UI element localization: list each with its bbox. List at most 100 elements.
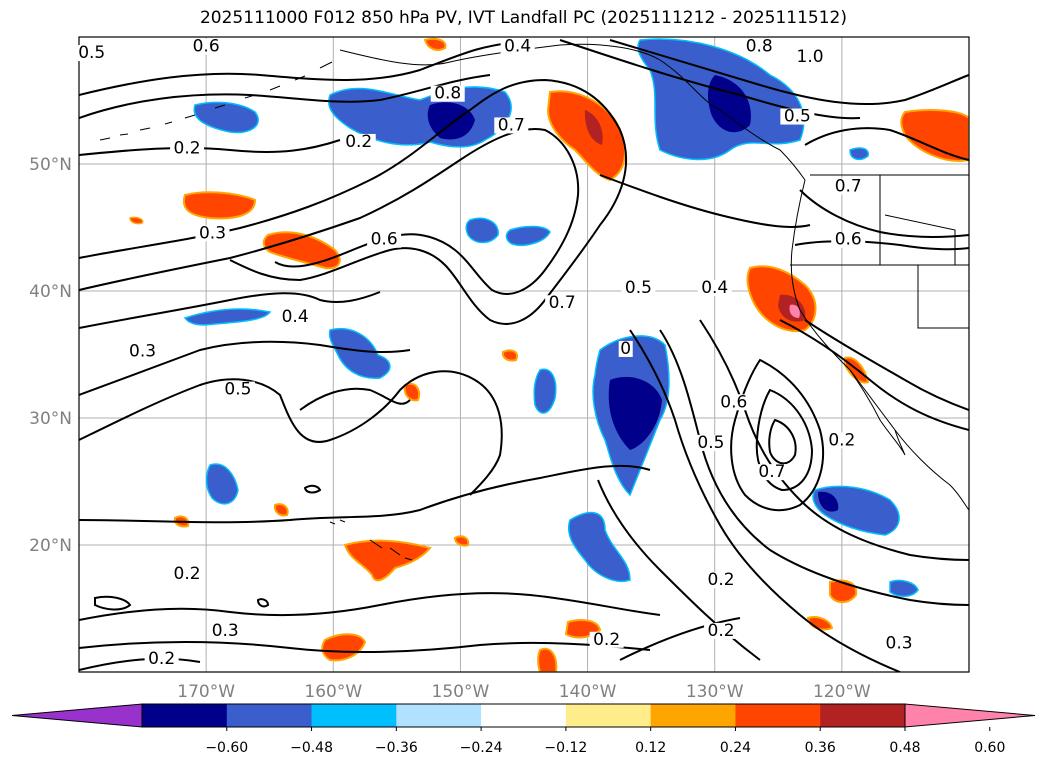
contour-label-halo xyxy=(341,133,376,150)
hawaii-islands xyxy=(329,519,413,561)
contour-label: 0.6 xyxy=(193,37,220,57)
contour-label-halo xyxy=(494,117,529,134)
contour-label: 0.6 xyxy=(720,392,747,412)
contour-label-halo xyxy=(704,622,739,639)
contour-label: 0.5 xyxy=(784,107,811,127)
contour-label-halo xyxy=(716,394,751,411)
contour-label: 0.3 xyxy=(212,621,239,641)
longitude-tick-label: 170°W xyxy=(177,682,235,702)
neg-anomaly-small-6 xyxy=(889,579,919,597)
contour-label-halo xyxy=(170,140,205,157)
contour-label-halo xyxy=(831,231,866,248)
contour-label-halo xyxy=(793,48,828,65)
contour-label-halo xyxy=(697,280,732,296)
contour-label-halo xyxy=(74,45,109,62)
baja-peninsula xyxy=(849,369,906,456)
contour-label: 0.7 xyxy=(758,462,785,482)
us-state-borders xyxy=(790,175,969,329)
contour-label-halo xyxy=(831,178,866,195)
pos-anomaly-gulf-core xyxy=(584,110,603,145)
colorbar-bin xyxy=(820,704,906,727)
contour-label: 0.5 xyxy=(625,278,652,298)
colorbar-bin xyxy=(311,704,397,727)
contour-label: 0 xyxy=(620,339,631,359)
contour-label-halo xyxy=(704,572,739,589)
colorbar-bin xyxy=(396,704,482,727)
contour-labels: 0.5 0.6 0.2 0.2 0.3 0.4 0.3 0.5 0.8 0.4 0.7 0.6 0.7 0… xyxy=(74,37,917,669)
neg-anomaly-south xyxy=(568,511,631,582)
alaska-coast xyxy=(339,43,806,181)
colorbar-bin xyxy=(650,704,736,727)
contour-label: 0.8 xyxy=(746,37,773,57)
contour-label: 0.2 xyxy=(345,132,372,152)
colorbar-extend-max xyxy=(904,703,1036,728)
longitude-tick-label: 160°W xyxy=(304,682,362,702)
colorbar-bin xyxy=(226,704,313,727)
latitude-labels: 50°N 40°N 30°N 20°N xyxy=(29,155,72,556)
contour-label: 0.4 xyxy=(282,307,309,327)
colorbar-extend-min xyxy=(11,703,143,728)
contour-label-halo xyxy=(195,225,230,242)
contour-label: 0.4 xyxy=(504,37,531,57)
colorbar-tick-label: −0.48 xyxy=(290,740,333,756)
graticule xyxy=(79,37,969,672)
contour-label-halo xyxy=(545,295,580,312)
colorbar-tick-label: 0.12 xyxy=(635,740,666,756)
colorbar-bin xyxy=(735,704,821,727)
coastlines xyxy=(99,43,969,561)
latitude-tick-label: 50°N xyxy=(29,155,72,175)
contour-label-halo xyxy=(693,434,728,451)
contour-label-halo xyxy=(621,280,656,296)
contour-label: 0.5 xyxy=(697,433,724,453)
colorbar-tick-label: 0.60 xyxy=(974,740,1005,756)
contour-label: 0.2 xyxy=(174,138,201,158)
neg-anomaly-small-7 xyxy=(849,147,869,161)
contour-label-halo xyxy=(824,432,859,449)
neg-anomaly-small-5 xyxy=(505,225,551,246)
contour-label: 0.3 xyxy=(129,342,156,362)
contour-label-halo xyxy=(170,565,205,582)
pos-anomaly-california-pink xyxy=(789,304,800,318)
pos-anomaly-small-3 xyxy=(501,349,518,362)
pos-anomaly-gulf-of-alaska xyxy=(546,90,627,182)
pos-anomaly-small-2 xyxy=(423,37,447,51)
colorbar-frame xyxy=(141,703,906,728)
colorbar-ticks: −0.60 −0.48 −0.36 −0.24 −0.12 0.12 0.24 0.36 0.4… xyxy=(205,727,1005,756)
contour-label: 0.6 xyxy=(371,230,398,250)
contour-label: 0.7 xyxy=(549,293,576,313)
pos-anomaly-small-1 xyxy=(403,382,421,402)
longitude-labels: 170°W 160°W 150°W 140°W 130°W 120°W xyxy=(177,682,871,702)
colorbar-bin xyxy=(481,704,567,727)
latitude-tick-label: 20°N xyxy=(29,536,72,556)
longitude-tick-label: 130°W xyxy=(686,682,744,702)
contour-label-halo xyxy=(430,85,465,102)
pos-anomaly-small-8 xyxy=(129,216,144,225)
neg-anomaly-small-1 xyxy=(205,463,239,505)
contour-label-halo xyxy=(754,464,789,481)
neg-anomaly-east-core xyxy=(818,491,839,512)
contour-label: 0.2 xyxy=(174,564,201,584)
pos-anomaly-hawaii xyxy=(343,539,432,582)
contour-label-halo xyxy=(278,309,313,326)
pos-anomaly-small-7 xyxy=(273,503,289,517)
pc-shading xyxy=(129,37,969,672)
pos-anomaly-pacific-nw xyxy=(900,109,969,162)
contour-label: 0.3 xyxy=(199,223,226,243)
colorbar-tick-label: −0.12 xyxy=(544,740,587,756)
pos-anomaly-small-5 xyxy=(453,535,470,547)
contour-label: 0.2 xyxy=(708,621,735,641)
contour-label: 0.3 xyxy=(886,634,913,654)
longitude-tick-label: 140°W xyxy=(559,682,617,702)
pos-anomaly-south-3 xyxy=(537,647,558,672)
contour-label: 0.6 xyxy=(835,230,862,250)
contour-label-halo xyxy=(220,381,255,398)
contour-label-halo xyxy=(882,635,917,652)
colorbar-tick-label: 0.24 xyxy=(720,740,751,756)
contour-label: 1.0 xyxy=(797,47,824,67)
neg-anomaly-small-2 xyxy=(533,368,557,414)
neg-anomaly-small-3 xyxy=(465,217,499,244)
neg-anomaly-core-north xyxy=(427,102,475,140)
neg-anomaly-west xyxy=(193,101,259,134)
longitude-tick-label: 120°W xyxy=(813,682,871,702)
